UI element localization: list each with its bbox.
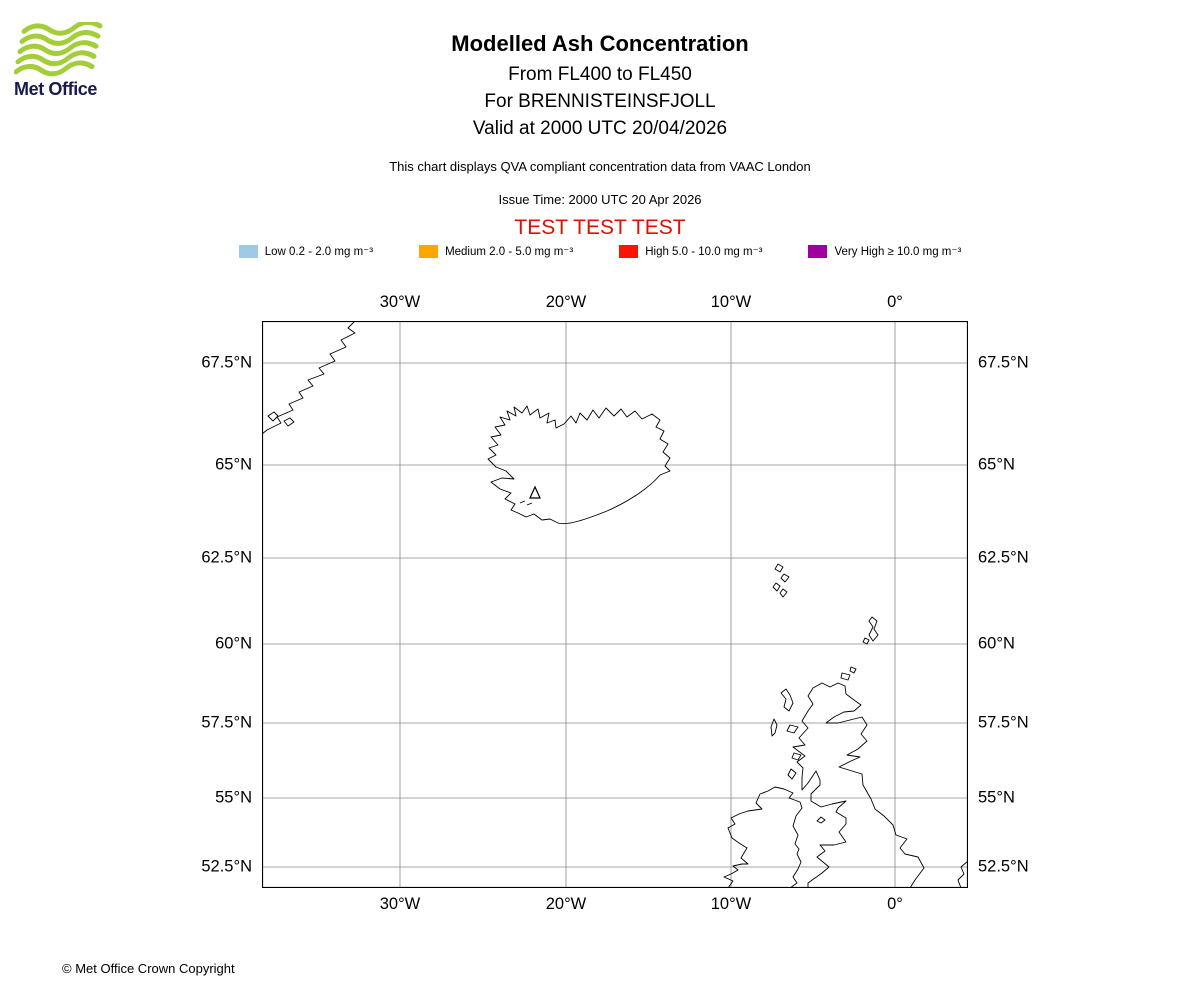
y-tick-right-62-5: 62.5°N <box>978 548 1029 567</box>
coastline-isle-of-man <box>816 816 826 824</box>
x-tick-bottom-30w: 30°W <box>379 895 421 913</box>
greenland-islands <box>267 411 295 427</box>
x-tick-top-30w: 30°W <box>379 293 421 311</box>
coastline-shetland <box>862 616 879 645</box>
met-office-waves-icon <box>14 22 103 77</box>
low-swatch <box>238 244 258 258</box>
x-tick-bottom-20w: 20°W <box>545 895 587 913</box>
test-banner: TEST TEST TEST <box>514 216 686 239</box>
volcano-name: For BRENNISTEINSFJOLL <box>484 91 716 112</box>
x-tick-top-0: 0° <box>887 293 903 311</box>
qva-description: This chart displays QVA compliant concen… <box>389 159 811 174</box>
legend-item-very-high: Very High ≥ 10.0 mg m⁻³ <box>808 244 961 258</box>
coastline-hebrides <box>770 688 802 780</box>
coastline-faroe-islands <box>772 563 790 598</box>
y-tick-right-65: 65°N <box>978 455 1015 474</box>
y-tick-left-67-5: 67.5°N <box>201 353 252 372</box>
valid-time: Valid at 2000 UTC 20/04/2026 <box>472 118 728 139</box>
concentration-legend: Low 0.2 - 2.0 mg m⁻³ Medium 2.0 - 5.0 mg… <box>0 244 1200 258</box>
met-office-logo: Met Office <box>14 22 134 100</box>
x-tick-bottom-0: 0° <box>887 895 903 913</box>
coastline-greenland <box>262 321 356 435</box>
coastline-ireland <box>723 786 803 888</box>
high-swatch <box>619 244 639 258</box>
volcano-marker-icon <box>519 485 541 506</box>
y-tick-right-52-5: 52.5°N <box>978 857 1029 876</box>
x-tick-bottom-10w: 10°W <box>710 895 752 913</box>
x-tick-top-20w: 20°W <box>545 293 587 311</box>
map-border <box>262 321 968 888</box>
y-tick-right-57-5: 57.5°N <box>978 713 1029 732</box>
y-tick-left-62-5: 62.5°N <box>201 548 252 567</box>
legend-item-medium: Medium 2.0 - 5.0 mg m⁻³ <box>419 244 573 258</box>
copyright-notice: © Met Office Crown Copyright <box>62 961 235 976</box>
y-tick-right-60: 60°N <box>978 634 1015 653</box>
y-tick-left-65: 65°N <box>215 455 252 474</box>
map-canvas <box>262 321 968 888</box>
y-tick-left-57-5: 57.5°N <box>201 713 252 732</box>
x-tick-top-10w: 10°W <box>710 293 752 311</box>
medium-swatch <box>419 244 439 258</box>
coastline-great-britain <box>792 682 925 888</box>
coastline-continental-europe <box>957 860 968 888</box>
y-tick-right-55: 55°N <box>978 788 1015 807</box>
legend-label-high: High 5.0 - 10.0 mg m⁻³ <box>645 246 763 258</box>
legend-item-low: Low 0.2 - 2.0 mg m⁻³ <box>238 244 374 258</box>
legend-item-high: High 5.0 - 10.0 mg m⁻³ <box>619 244 762 258</box>
y-tick-right-67-5: 67.5°N <box>978 353 1029 372</box>
coastline-orkney <box>840 666 857 681</box>
y-tick-left-52-5: 52.5°N <box>201 857 252 876</box>
met-office-logo-text: Met Office <box>14 79 98 99</box>
legend-label-low: Low 0.2 - 2.0 mg m⁻³ <box>264 246 374 258</box>
legend-label-medium: Medium 2.0 - 5.0 mg m⁻³ <box>445 246 574 258</box>
map-gridlines <box>262 321 968 888</box>
y-tick-left-60: 60°N <box>215 634 252 653</box>
flight-level-range: From FL400 to FL450 <box>508 64 692 85</box>
page-title: Modelled Ash Concentration <box>451 31 749 56</box>
issue-time: Issue Time: 2000 UTC 20 Apr 2026 <box>498 192 702 207</box>
legend-label-very-high: Very High ≥ 10.0 mg m⁻³ <box>834 246 962 258</box>
y-tick-left-55: 55°N <box>215 788 252 807</box>
coastline-iceland <box>487 405 671 525</box>
very-high-swatch <box>808 244 828 258</box>
